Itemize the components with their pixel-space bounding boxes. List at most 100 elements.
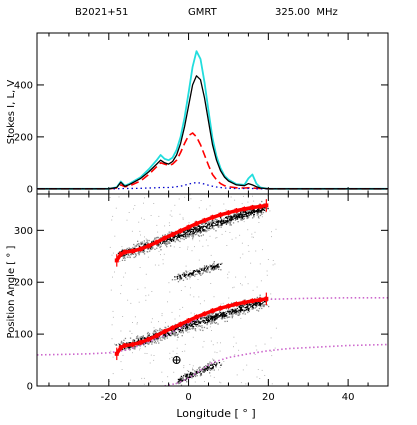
pa-density-dot (206, 323, 208, 326)
pa-density-dot (134, 253, 137, 255)
pa-density-dot (246, 307, 248, 309)
pa-density-dot (199, 325, 202, 327)
pa-density-dot (183, 236, 185, 238)
pa-density-dot (153, 339, 155, 341)
pa-density-dot (216, 221, 218, 223)
pa-density-dot (167, 238, 169, 240)
pa-density-dot (156, 247, 158, 249)
pa-density-dot (247, 303, 249, 305)
pa-density-dot (246, 212, 248, 214)
pa-density-dot (210, 321, 212, 323)
pa-density-dot (168, 238, 170, 240)
pa-density-dot (196, 273, 198, 275)
pa-density-dot (203, 326, 206, 329)
pa-density-dot (166, 240, 168, 242)
pa-noise-dot (223, 219, 225, 220)
pa-noise-dot (247, 229, 249, 231)
pa-density-dot (220, 219, 223, 221)
pa-noise-dot (256, 376, 258, 378)
pa-density-dot (257, 210, 260, 212)
pa-noise-dot (134, 316, 136, 318)
pa-noise-dot (130, 302, 132, 304)
pa-noise-dot (231, 238, 233, 240)
pa-density-dot (226, 320, 228, 322)
pa-density-dot (260, 209, 263, 211)
pa-density-dot (180, 384, 183, 386)
pa-density-dot (189, 327, 191, 329)
pa-density-dot (164, 333, 167, 335)
pa-density-dot (120, 340, 123, 342)
pa-density-dot (196, 233, 198, 235)
pa-noise-dot (256, 349, 258, 351)
pa-noise-dot (247, 245, 249, 247)
pa-noise-dot (158, 215, 160, 217)
pa-noise-dot (233, 286, 235, 288)
pa-density-dot (195, 325, 198, 327)
pa-density-dot (195, 229, 197, 231)
pa-density-dot (254, 304, 256, 306)
pa-density-dot (157, 237, 159, 239)
pa-point (154, 333, 159, 338)
x-tick-label: 0 (185, 392, 191, 403)
pa-density-dot (242, 304, 245, 306)
pa-density-dot (186, 323, 188, 325)
pa-density-dot (202, 267, 204, 269)
pa-noise-dot (219, 350, 221, 352)
pa-density-dot (187, 370, 190, 373)
pa-density-dot (214, 317, 216, 319)
pa-density-dot (218, 266, 220, 268)
pa-noise-dot (234, 199, 236, 201)
pa-density-dot (262, 211, 265, 214)
pa-density-dot (167, 325, 169, 327)
pa-noise-dot (169, 352, 171, 354)
pa-density-dot (133, 243, 135, 246)
pa-noise-dot (252, 195, 253, 197)
pa-density-dot (133, 339, 136, 342)
pa-density-dot (177, 233, 180, 235)
pa-density-dot (260, 212, 262, 214)
pa-density-dot (210, 317, 213, 319)
pa-noise-dot (194, 381, 196, 383)
pa-density-dot (237, 311, 239, 313)
pa-density-dot (203, 317, 206, 319)
pa-noise-dot (207, 271, 209, 273)
pa-density-dot (206, 227, 208, 229)
pa-noise-dot (182, 306, 184, 308)
pa-noise-dot (184, 286, 186, 288)
pa-noise-dot (126, 219, 128, 221)
x-tick-label: 20 (262, 392, 275, 403)
pa-noise-dot (174, 318, 176, 320)
pa-density-dot (135, 254, 137, 256)
pa-density-dot (143, 249, 145, 251)
pa-density-dot (247, 311, 249, 314)
pa-density-dot (183, 324, 185, 326)
pa-density-dot (162, 241, 165, 243)
pa-density-dot (192, 272, 194, 274)
pa-density-dot (185, 237, 187, 239)
pa-density-dot (257, 310, 260, 312)
pa-density-dot (155, 342, 157, 344)
pa-noise-dot (181, 351, 183, 352)
pa-density-dot (206, 327, 208, 329)
pa-density-dot (235, 311, 237, 314)
pa-noise-dot (112, 252, 114, 254)
pa-density-dot (225, 312, 228, 315)
pa-density-dot (234, 308, 236, 310)
pa-density-dot (196, 369, 198, 371)
pa-density-dot (236, 312, 238, 315)
pa-density-dot (196, 226, 198, 228)
pa-density-dot (157, 340, 159, 342)
pa-density-dot (247, 305, 249, 307)
pa-noise-dot (212, 358, 214, 360)
pa-noise-dot (120, 284, 122, 286)
pa-density-dot (180, 276, 182, 278)
pa-density-dot (203, 225, 205, 227)
pa-point (138, 340, 143, 345)
pa-density-dot (169, 238, 171, 240)
pa-density-dot (213, 320, 215, 322)
pa-density-dot (185, 276, 187, 278)
pa-density-dot (153, 333, 155, 336)
pa-density-dot (132, 339, 134, 342)
pa-density-dot (213, 321, 215, 324)
pa-density-dot (166, 246, 168, 248)
